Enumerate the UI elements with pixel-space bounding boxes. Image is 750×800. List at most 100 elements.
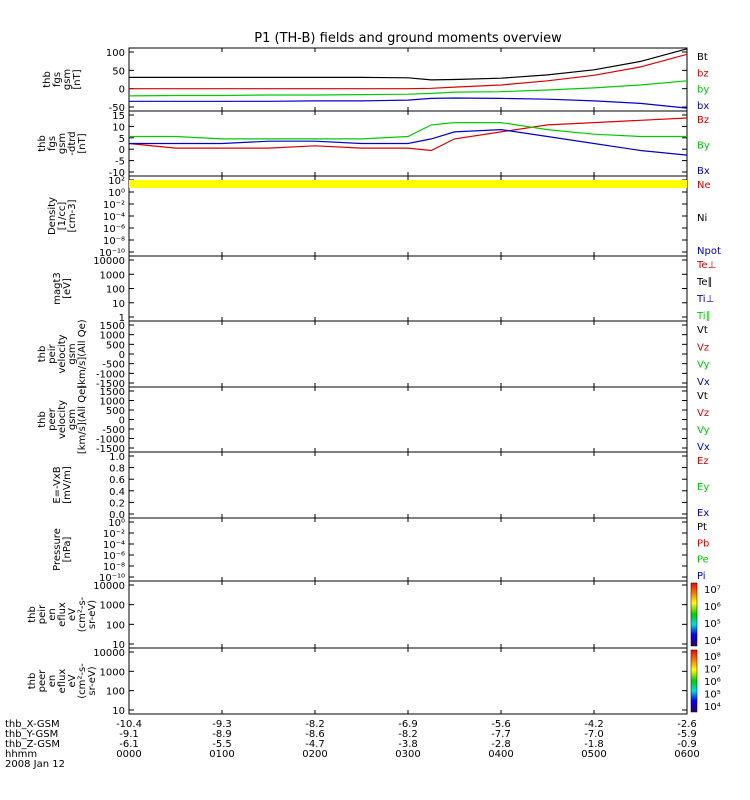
axis-value: -8.9 [212, 729, 232, 740]
y-tick-label: -1500 [96, 444, 125, 455]
y-tick-label: 0.6 [109, 475, 125, 486]
panel-ylabel: Density[1/cc][cm-3] [47, 197, 78, 235]
ylabel-line: eflux [57, 669, 68, 694]
axis-value: -9.1 [119, 729, 139, 740]
axis-value: -4.2 [584, 719, 604, 730]
ylabel-line: Density [47, 197, 58, 235]
colorbar-label: 10⁴ [704, 702, 721, 713]
time-tick-label: 0400 [488, 749, 513, 760]
legend-vt: Vt [697, 391, 708, 402]
y-tick-label: 10 [112, 706, 125, 717]
ylabel-line: velocity [57, 400, 68, 439]
ylabel-line: [nT] [77, 133, 88, 153]
y-tick-label: -5 [115, 157, 125, 168]
axis-value: -6.9 [398, 719, 418, 730]
ylabel-line: eV [67, 608, 78, 621]
panel-efield: 1.00.80.60.40.20.0 E=-VxB[mV/m] Ez Ey Ex [52, 451, 709, 521]
axis-value: -9.3 [212, 719, 232, 730]
panel-peer-spectrogram: 10000 1000 100 10 thbpeerenefluxeV(cm²-s-sr-… [27, 647, 721, 717]
y-tick-label: -1000 [96, 435, 125, 446]
axis-row-label: hhmm [5, 749, 37, 760]
panel-temperature: 10000 1000 100 10 1 magt3[eV] Te⊥ Te∥ Ti⊥ Ti∥ [52, 255, 716, 324]
y-tick-label: 1500 [100, 387, 125, 398]
ylabel-line: Pressure [52, 528, 63, 571]
y-tick-label: 10⁻¹⁰ [99, 573, 125, 584]
y-tick-label: 100 [106, 620, 125, 631]
legend-bx: bx [697, 101, 709, 112]
legend-ey: Ey [697, 482, 709, 493]
panel-frame [128, 451, 688, 519]
y-tick-label: 0.0 [109, 510, 125, 521]
panel-ylabel: thbpeirvelocitygsm[km/s](All Qe) [37, 319, 88, 388]
y-tick-label: 0 [119, 85, 125, 96]
axis-value: -5.6 [491, 719, 511, 730]
panel-ylabel: Pressure[nPa] [52, 528, 73, 571]
y-tick-label: 5 [119, 134, 125, 145]
series-line-bz [129, 53, 688, 90]
y-tick-label: 15 [112, 111, 125, 122]
time-tick-label: 0000 [116, 749, 141, 760]
y-tick-label: -1500 [96, 379, 125, 390]
legend-vy: Vy [697, 425, 710, 436]
axis-row-label: thb_Y-GSM [5, 729, 58, 740]
panel-frame [128, 580, 688, 649]
ylabel-line: thb [37, 346, 48, 363]
ylabel-line: thb [37, 135, 48, 152]
legend-vz: Vz [697, 342, 709, 353]
ylabel-line: peir [37, 604, 48, 624]
y-tick-label: 10 [112, 299, 125, 310]
panel-ylabel: thbfgsgsm[nT] [42, 69, 83, 90]
y-tick-label: 500 [106, 340, 125, 351]
panel-frame [128, 647, 688, 715]
y-tick-label: 100 [106, 285, 125, 296]
legend-bx: Bx [697, 166, 710, 177]
time-tick-label: 0600 [674, 749, 699, 760]
time-tick-label: 0300 [395, 749, 420, 760]
series-line-bz [128, 117, 688, 152]
y-tick-label: -50 [109, 103, 125, 114]
ylabel-line: [km/s](All Qe) [77, 385, 88, 454]
y-tick-label: 0 [119, 350, 125, 361]
colorbar-label: 10⁵ [704, 690, 721, 701]
legend-vy: Vy [697, 360, 710, 371]
colorbar-label: 10⁶ [704, 677, 721, 688]
time-tick-label: 0500 [581, 749, 606, 760]
panel-frame [128, 386, 688, 453]
series-line-by [128, 80, 688, 97]
legend-vt: Vt [697, 325, 708, 336]
y-tick-label: 10⁻⁸ [103, 562, 125, 573]
colorbar-label: 10⁶ [704, 602, 721, 613]
ylabel-line: [mV/m] [62, 466, 73, 504]
legend-vz: Vz [697, 408, 709, 419]
y-tick-label: 1.0 [109, 452, 125, 463]
colorbar-label: 10⁵ [704, 619, 721, 630]
data-availability-band [129, 180, 687, 188]
plot-title: P1 (TH-B) fields and ground moments over… [254, 31, 562, 46]
legend-ni: Ni [697, 213, 707, 224]
date-label: 2008 Jan 12 [5, 759, 65, 770]
axis-value: -5.9 [677, 729, 697, 740]
y-tick-label: 10⁻⁶ [103, 224, 125, 235]
ylabel-line: (cm²-s- [77, 596, 88, 632]
ylabel-line: peer [47, 407, 58, 431]
y-tick-label: 1000 [100, 331, 125, 342]
colorbar-label: 10⁷ [704, 665, 721, 676]
y-tick-label: 50 [112, 66, 125, 77]
panel-peir-spectrogram: 10000 1000 100 10 thbpeirenefluxeV(cm²-s-sr-… [27, 580, 721, 651]
axis-value: -4.7 [305, 739, 325, 750]
y-tick-label: 0.4 [109, 487, 125, 498]
ylabel-line: gsm [57, 133, 68, 154]
ylabel-line: fgs [52, 72, 63, 87]
legend-vx: Vx [697, 442, 710, 453]
y-tick-label: 10⁻⁶ [103, 551, 125, 562]
axis-value: -3.8 [398, 739, 418, 750]
ylabel-line: peer [37, 669, 48, 693]
colorbar-label: 10⁴ [704, 636, 721, 647]
ylabel-line: sr-eV) [87, 666, 98, 695]
ylabel-line: [nT] [72, 69, 83, 89]
ylabel-line: thb [42, 71, 53, 88]
time-axis: thb_X-GSM -10.4 -9.3 -8.2 -6.9 -5.6 -4.2 -2.6th… [5, 719, 700, 770]
y-tick-label: 10000 [93, 648, 125, 659]
colorbar-label: 10⁸ [704, 652, 721, 663]
axis-value: -7.0 [584, 729, 604, 740]
